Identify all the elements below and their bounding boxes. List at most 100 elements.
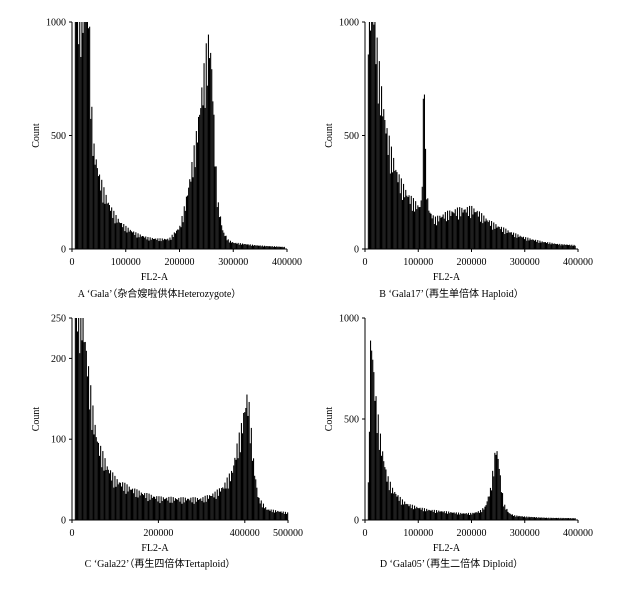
histogram-bar (431, 218, 433, 249)
histogram-bar (231, 470, 233, 520)
histogram-bar (376, 37, 378, 249)
histogram-bar (445, 221, 447, 249)
x-tick-label: 0 (363, 528, 368, 539)
histogram-bar (139, 495, 141, 520)
histogram-bar (267, 509, 269, 520)
histogram-bar (157, 238, 159, 249)
histogram-bar (211, 496, 213, 520)
histogram-bar (286, 513, 288, 520)
histogram-bar (495, 224, 497, 249)
histogram-bar (210, 52, 212, 249)
histogram-bar (379, 433, 381, 520)
histogram-bar (535, 239, 537, 249)
histogram-bar (431, 509, 433, 520)
histogram-bar (187, 498, 189, 520)
histogram-bar (182, 497, 184, 520)
histogram-bar (540, 517, 542, 520)
histogram-bar (168, 240, 170, 249)
histogram-bar (266, 509, 268, 520)
histogram-bar (433, 509, 435, 520)
histogram-bar (273, 246, 275, 249)
histogram-bar (553, 243, 555, 249)
histogram-bar (571, 244, 573, 249)
x-tick-label: 400000 (563, 528, 593, 539)
histogram-bar (113, 210, 115, 249)
histogram-bar (232, 242, 234, 249)
histogram-bar (411, 504, 413, 520)
histogram-bar (432, 511, 434, 520)
histogram-bar (454, 513, 456, 520)
histogram-bar (194, 497, 196, 520)
histogram-bar (136, 489, 138, 520)
histogram-bar (99, 455, 101, 520)
histogram-bar (506, 233, 508, 249)
histogram-bar (403, 504, 405, 520)
histogram-bar (396, 496, 398, 520)
histogram-bar (484, 506, 486, 520)
histogram-bar (117, 218, 119, 249)
histogram-bar (554, 243, 556, 249)
histogram-bar (170, 496, 172, 520)
histogram-bar (419, 207, 421, 249)
histogram-bar (198, 116, 200, 249)
histogram-bar (283, 513, 285, 520)
histogram-bar (572, 246, 574, 249)
histogram-bar (560, 245, 562, 249)
histogram-bar (573, 244, 575, 249)
histogram-bar (477, 216, 479, 249)
histogram-bar (244, 412, 246, 520)
histogram-bar (551, 518, 553, 520)
histogram-bar (163, 499, 165, 520)
histogram-bar (536, 517, 538, 520)
histogram-bar (461, 514, 463, 520)
histogram-bar (171, 234, 173, 249)
histogram-bar (368, 22, 370, 249)
histogram-bar (486, 220, 488, 249)
histogram-bar (138, 237, 140, 249)
histogram-bar (484, 221, 486, 249)
histogram-bar (243, 412, 245, 520)
histogram-bar (134, 488, 136, 520)
panel-caption: A ‘Gala’（杂合嫂啦供体Heterozygote） (78, 287, 242, 300)
histogram-bar (284, 511, 286, 520)
histogram-bar (539, 517, 541, 520)
histogram-bar (180, 497, 182, 520)
histogram-bar (454, 209, 456, 249)
histogram-bar (158, 241, 160, 249)
histogram-bar (277, 510, 279, 520)
histogram-bar (574, 245, 576, 249)
histogram-b (367, 22, 576, 250)
histogram-bar (100, 445, 102, 520)
histogram-bar (130, 489, 132, 520)
histogram-bar (388, 135, 390, 249)
histogram-bar (90, 118, 92, 249)
histogram-bar (459, 514, 461, 520)
histogram-bar (240, 244, 242, 249)
histogram-bar (387, 476, 389, 520)
histogram-bar (161, 238, 163, 249)
histogram-bar (94, 424, 96, 520)
y-tick-label: 0 (354, 245, 359, 256)
histogram-bar (184, 210, 186, 249)
histogram-bar (405, 189, 407, 249)
histogram-bar (226, 477, 228, 520)
histogram-bar (465, 212, 467, 249)
histogram-bar (217, 495, 219, 520)
histogram-bar (470, 218, 472, 249)
histogram-bar (429, 510, 431, 520)
histogram-bar (172, 497, 174, 520)
histogram-bar (185, 500, 187, 520)
histogram-bar (201, 500, 203, 520)
histogram-bar (381, 455, 383, 520)
histogram-bar (480, 221, 482, 249)
histogram-bar (265, 246, 267, 249)
histogram-bar (278, 246, 280, 249)
histogram-bar (134, 234, 136, 249)
histogram-bar (116, 222, 118, 249)
histogram-bar (400, 504, 402, 520)
histogram-bar (149, 237, 151, 249)
histogram-bar (550, 517, 552, 520)
histogram-bar (542, 242, 544, 249)
histogram-bar (548, 243, 550, 249)
histogram-bar (537, 240, 539, 249)
